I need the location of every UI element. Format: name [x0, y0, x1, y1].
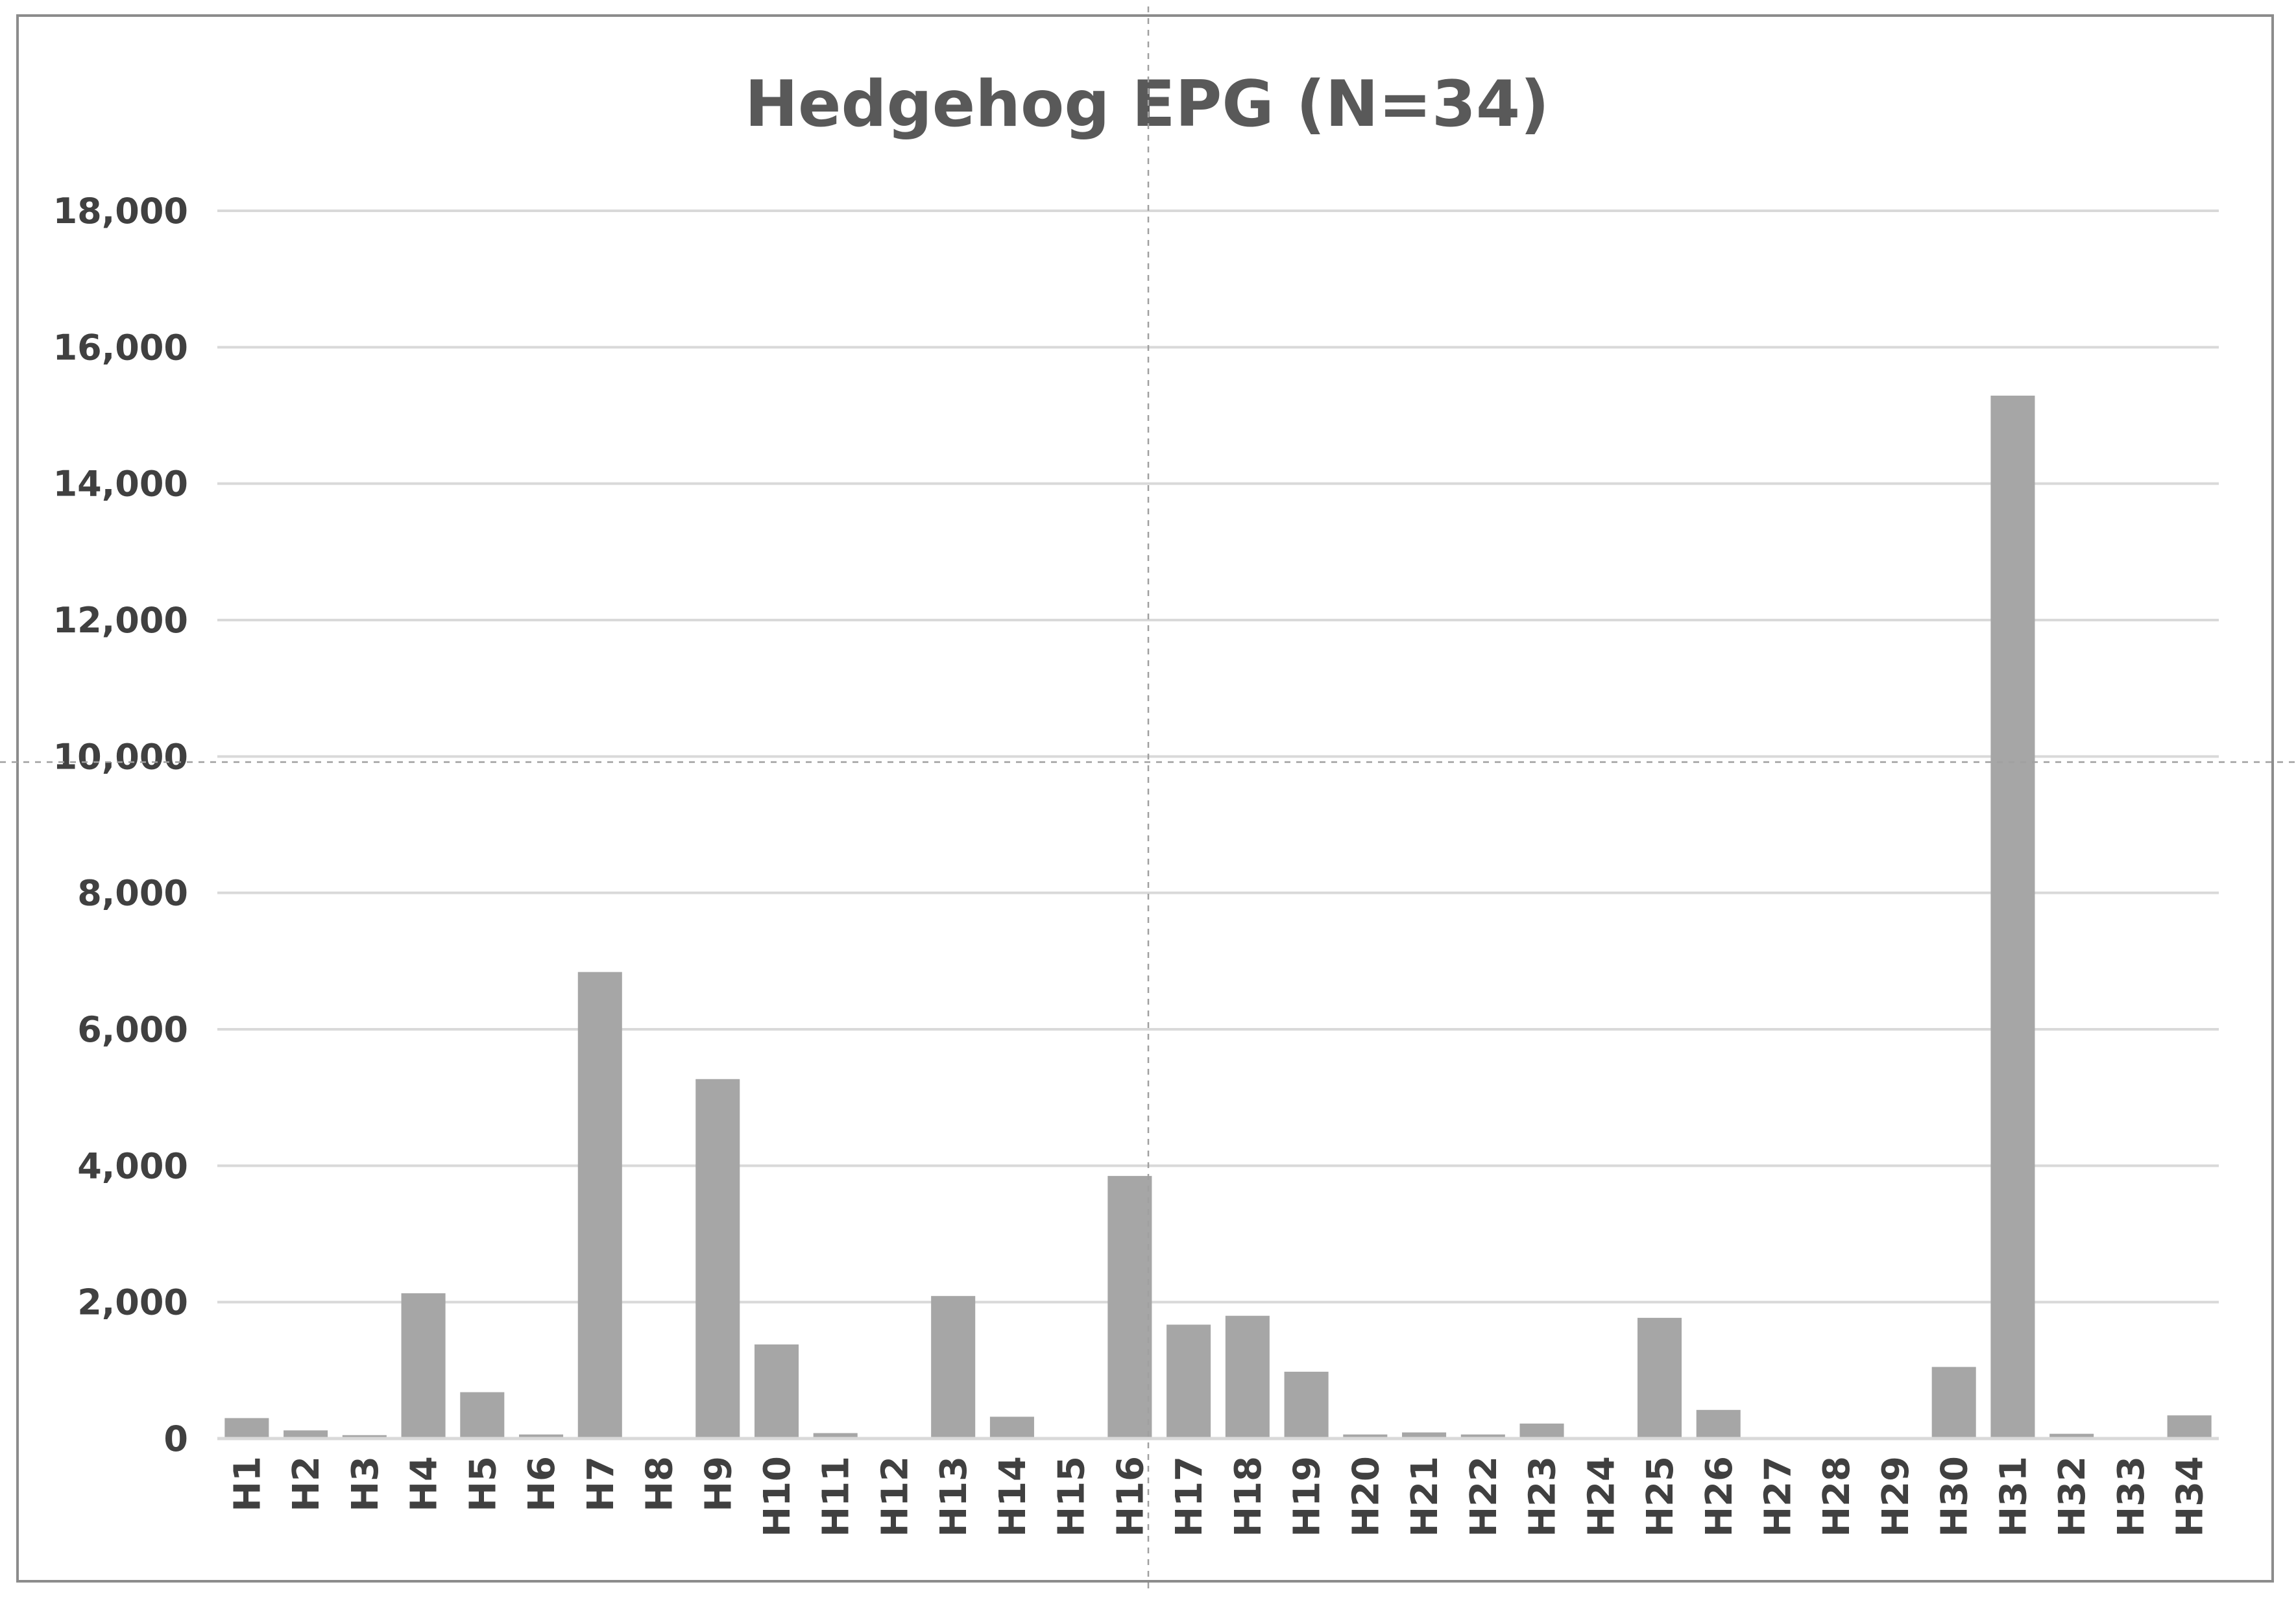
x-tick-label: H17: [1168, 1456, 1211, 1537]
bar-h19: [1284, 1371, 1329, 1439]
x-tick-label: H23: [1522, 1456, 1564, 1537]
bar-h14: [989, 1417, 1034, 1439]
x-tick-label: H25: [1639, 1456, 1682, 1537]
bar-h3: [342, 1435, 387, 1439]
bar-h30: [1931, 1367, 1976, 1439]
bar-h25: [1637, 1317, 1682, 1439]
x-tick-label: H26: [1698, 1456, 1741, 1537]
bar-h17: [1166, 1324, 1211, 1439]
chart-title: Hedgehog EPG (N=34): [745, 67, 1549, 141]
y-tick-label: 12,000: [53, 600, 188, 641]
bar-h34: [2167, 1415, 2212, 1439]
x-tick-label: H2: [285, 1456, 328, 1512]
bar-h4: [401, 1293, 446, 1439]
x-tick-label: H9: [697, 1456, 740, 1512]
bar-h21: [1402, 1432, 1447, 1439]
bar-h22: [1460, 1434, 1505, 1439]
x-tick-label: H20: [1345, 1456, 1387, 1537]
y-tick-label: 16,000: [53, 327, 188, 368]
x-tick-label: H8: [639, 1456, 681, 1512]
bar-h6: [519, 1434, 564, 1439]
x-tick-label: H30: [1934, 1456, 1976, 1537]
x-tick-label: H12: [874, 1456, 916, 1537]
x-tick-label: H15: [1051, 1456, 1093, 1537]
y-axis-tick-labels: 0 2,000 4,000 6,000 8,000 10,000 12,000 14,000 1…: [53, 191, 188, 1459]
x-tick-label: H21: [1404, 1456, 1446, 1537]
x-tick-label: H10: [756, 1456, 799, 1537]
x-tick-label: H27: [1757, 1456, 1799, 1537]
bar-h2: [284, 1430, 328, 1439]
y-tick-label: 4,000: [77, 1145, 188, 1186]
x-tick-label: H7: [580, 1456, 622, 1512]
bar-h13: [931, 1296, 976, 1439]
x-tick-label: H11: [816, 1456, 858, 1537]
bar-h16: [1107, 1176, 1152, 1439]
bar-h1: [224, 1418, 269, 1439]
x-tick-label: H5: [462, 1456, 504, 1512]
x-tick-label: H13: [933, 1456, 975, 1537]
x-tick-label: H19: [1287, 1456, 1329, 1537]
x-tick-label: H16: [1109, 1456, 1152, 1537]
x-tick-label: H24: [1580, 1456, 1623, 1537]
bar-h7: [577, 972, 622, 1439]
bar-h11: [813, 1433, 858, 1439]
bar-h26: [1696, 1409, 1741, 1439]
x-tick-label: H31: [1992, 1456, 2035, 1537]
y-tick-label: 0: [163, 1418, 188, 1459]
y-tick-label: 10,000: [53, 736, 188, 777]
y-tick-label: 6,000: [77, 1009, 188, 1050]
x-tick-label: H29: [1875, 1456, 1917, 1537]
x-tick-label: H22: [1463, 1456, 1505, 1537]
x-tick-label: H28: [1816, 1456, 1858, 1537]
bar-h20: [1343, 1434, 1388, 1439]
x-tick-label: H18: [1227, 1456, 1270, 1537]
y-tick-label: 14,000: [53, 464, 188, 505]
x-axis-tick-labels: H1 H2 H3 H4 H5 H6 H7 H8 H9 H10 H11 H12 H13 H14 H15 H16 H…: [226, 1456, 2211, 1537]
bar-h32: [2049, 1433, 2094, 1439]
x-tick-label: H6: [521, 1456, 563, 1512]
y-tick-label: 18,000: [53, 191, 188, 232]
x-tick-label: H32: [2051, 1456, 2094, 1537]
x-tick-label: H14: [992, 1456, 1034, 1537]
y-tick-label: 2,000: [77, 1282, 188, 1323]
bar-h9: [695, 1079, 740, 1439]
x-tick-label: H34: [2169, 1456, 2212, 1537]
x-tick-label: H33: [2110, 1456, 2153, 1537]
x-tick-label: H1: [226, 1456, 269, 1512]
x-tick-label: H3: [344, 1456, 387, 1512]
bar-h23: [1519, 1423, 1564, 1439]
bar-h5: [460, 1392, 505, 1439]
gridlines: [217, 209, 2219, 1304]
bar-h10: [754, 1344, 799, 1439]
x-tick-label: H4: [404, 1456, 446, 1512]
bars: [224, 396, 2212, 1439]
bar-h18: [1225, 1315, 1270, 1439]
bar-h31: [1990, 396, 2035, 1439]
y-tick-label: 8,000: [77, 873, 188, 914]
